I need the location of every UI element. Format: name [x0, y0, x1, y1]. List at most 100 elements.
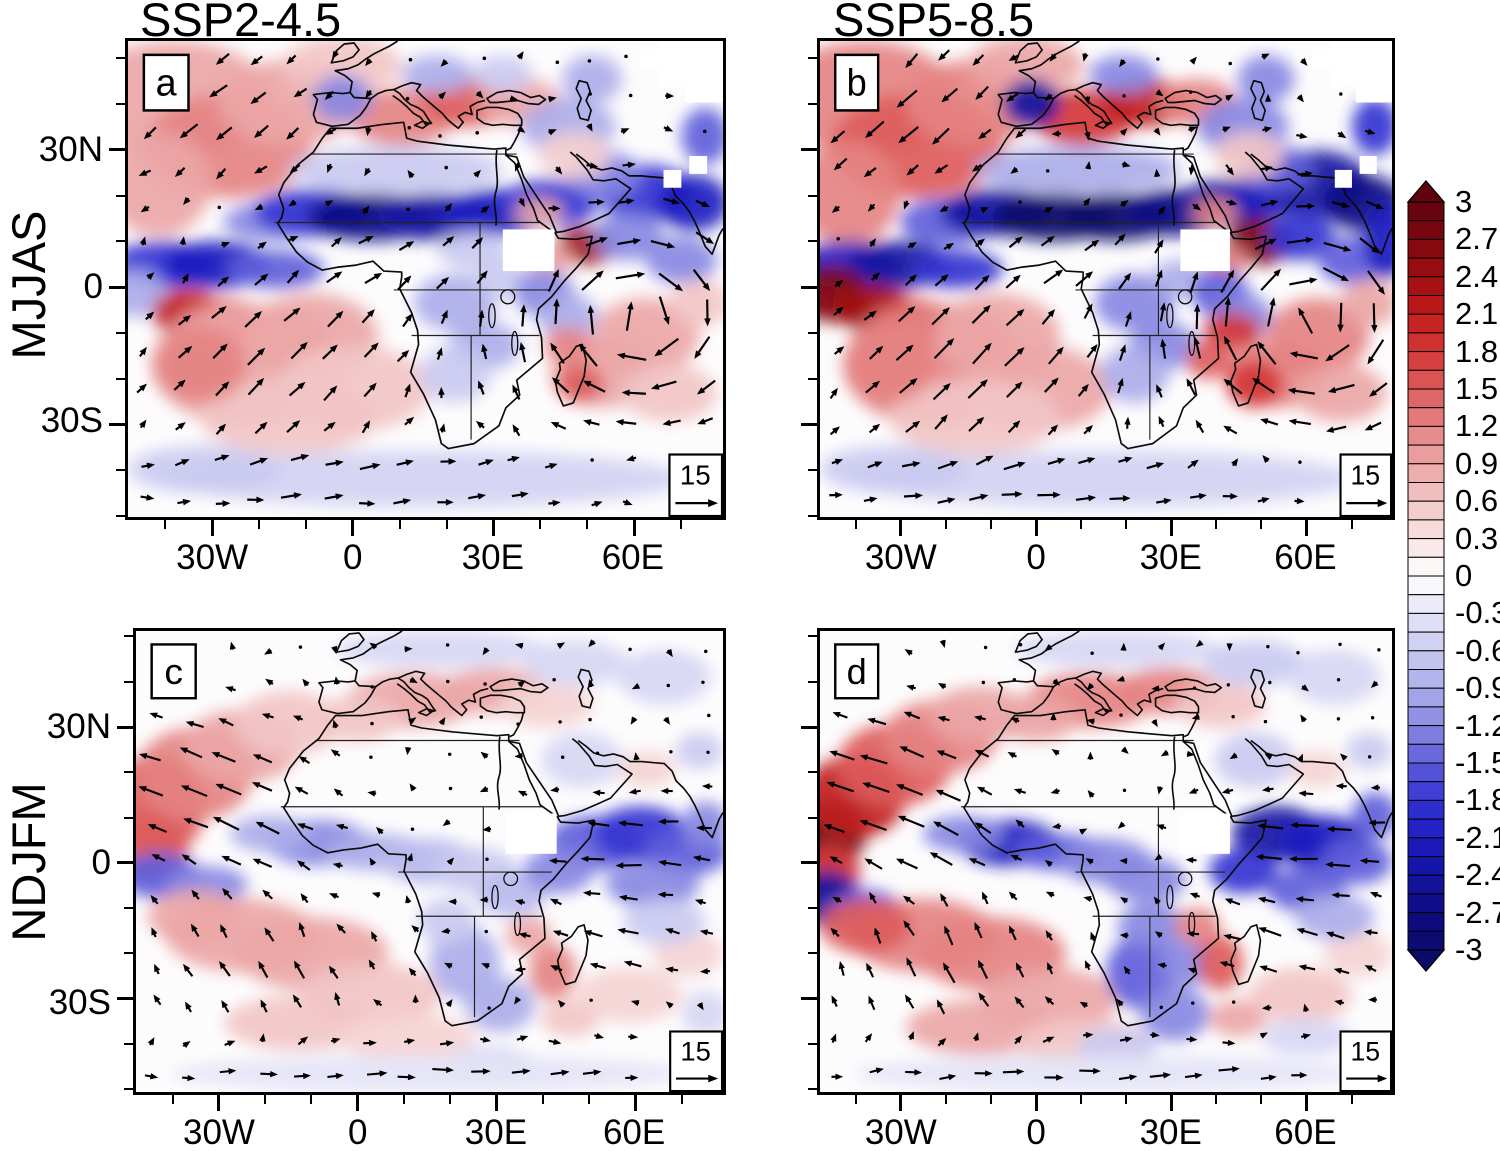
- wind-vector-head: [692, 855, 702, 862]
- wind-vector-head: [215, 783, 224, 790]
- coastline: [330, 42, 360, 64]
- wind-vector-layer: [823, 639, 1386, 1081]
- wind-vector-head: [288, 199, 297, 207]
- wind-vector-head: [402, 498, 412, 505]
- wind-vector-head: [261, 713, 271, 720]
- reference-vector-label: 15: [680, 459, 711, 490]
- wind-vector-head: [662, 419, 671, 426]
- y-axis-minor-tick: [808, 377, 817, 380]
- wind-vector-head: [1153, 896, 1161, 905]
- colorbar-segment: [1407, 425, 1445, 446]
- wind-vector-head: [1122, 495, 1131, 502]
- wind-vector-head: [1364, 965, 1373, 972]
- wind-vector-dot: [1159, 1005, 1163, 1010]
- wind-vector-head: [588, 639, 596, 648]
- wind-vector-head: [1377, 286, 1385, 295]
- wind-vector-head: [906, 167, 915, 176]
- coastline: [479, 694, 526, 714]
- wind-vector-head: [1008, 891, 1017, 900]
- wind-vector-head: [154, 963, 161, 973]
- wind-vector-head: [409, 676, 418, 684]
- wind-vector-shaft: [1339, 302, 1343, 329]
- wind-vector-head: [1085, 858, 1094, 865]
- wind-vector-head: [1224, 898, 1233, 905]
- wind-vector-head: [939, 639, 946, 649]
- anomaly-blob: [288, 145, 503, 194]
- wind-vector-head: [1158, 415, 1165, 425]
- wind-vector-head: [373, 272, 383, 280]
- colorbar-segment: [1407, 295, 1445, 315]
- wind-vector-head: [1016, 308, 1025, 317]
- lake-victoria: [500, 289, 516, 305]
- colorbar-tick-label: -1.2: [1455, 707, 1500, 743]
- wind-vector-head: [365, 127, 372, 137]
- wind-vector-head: [512, 424, 520, 433]
- wind-vector-head: [143, 131, 152, 140]
- anomaly-blob: [922, 815, 1004, 853]
- y-axis-major-tick: [109, 148, 125, 152]
- masked-data-region: [1359, 156, 1377, 174]
- wind-vector-head: [251, 782, 261, 789]
- coastline: [575, 79, 592, 122]
- wind-vector-head: [260, 273, 269, 282]
- wind-vector-head: [983, 304, 991, 313]
- wind-vector-head: [411, 925, 420, 933]
- anomaly-blob: [1100, 345, 1169, 403]
- wind-vector-dot: [483, 682, 487, 686]
- wind-vector-head: [409, 783, 417, 792]
- wind-vector-head: [1340, 753, 1348, 762]
- wind-vector-head: [561, 1069, 570, 1076]
- wind-vector-head: [1086, 682, 1095, 691]
- wind-vector-head: [333, 788, 342, 796]
- map-panel-d: d 15: [817, 628, 1395, 1095]
- wind-vector-head: [859, 819, 868, 826]
- anomaly-blob: [1363, 202, 1392, 279]
- anomaly-blob: [562, 55, 622, 103]
- wind-vector-head: [593, 1069, 602, 1076]
- y-axis-minor-tick: [116, 469, 125, 472]
- wind-vector-head: [1154, 931, 1163, 939]
- wind-vector-head: [1223, 378, 1232, 387]
- lake-victoria: [1177, 289, 1193, 305]
- wind-vector-head: [445, 998, 453, 1008]
- wind-vector-head: [1300, 714, 1308, 723]
- anomaly-blob: [1249, 967, 1352, 1023]
- wind-vector-head: [658, 818, 666, 825]
- wind-vector-shaft: [1260, 270, 1280, 291]
- wind-vector-head: [663, 316, 670, 325]
- wind-vector-head: [583, 419, 592, 426]
- wind-vector-head: [985, 1070, 993, 1077]
- wind-vector-head: [628, 788, 637, 795]
- wind-vector-dot: [405, 96, 410, 101]
- wind-vector-head: [936, 750, 945, 757]
- wind-vector-dot: [370, 721, 374, 726]
- wind-vector-head: [259, 1033, 266, 1042]
- wind-vector-head: [908, 1031, 914, 1040]
- wind-vector-dot: [407, 126, 412, 130]
- x-axis-minor-tick: [588, 1095, 591, 1104]
- wind-vector-head: [258, 960, 265, 970]
- anomaly-blob: [419, 345, 491, 403]
- colorbar-segment: [1407, 276, 1445, 297]
- wind-vector-head: [479, 785, 489, 793]
- masked-data-region: [1334, 169, 1352, 188]
- wind-vector-head: [552, 930, 562, 937]
- wind-vector-head: [333, 676, 341, 685]
- x-tick-label: 0: [343, 538, 363, 577]
- wind-vector-head: [1224, 296, 1231, 305]
- wind-vector-head: [823, 824, 832, 831]
- wind-vector-head: [1046, 235, 1055, 244]
- wind-vector-head: [292, 420, 301, 428]
- wind-vector-head: [632, 238, 642, 245]
- anomaly-blob: [1208, 847, 1278, 894]
- masked-data-region: [1355, 86, 1392, 103]
- wind-vector-head: [445, 1040, 455, 1047]
- wind-vector-head: [1087, 751, 1094, 760]
- wind-vector-head: [440, 58, 449, 67]
- wind-vector-shaft: [865, 783, 890, 794]
- wind-vector-head: [328, 965, 336, 974]
- wind-vector-head: [520, 491, 529, 498]
- wind-vector-head: [1120, 200, 1129, 208]
- wind-vector-head: [182, 314, 192, 323]
- wind-vector-head: [475, 420, 485, 429]
